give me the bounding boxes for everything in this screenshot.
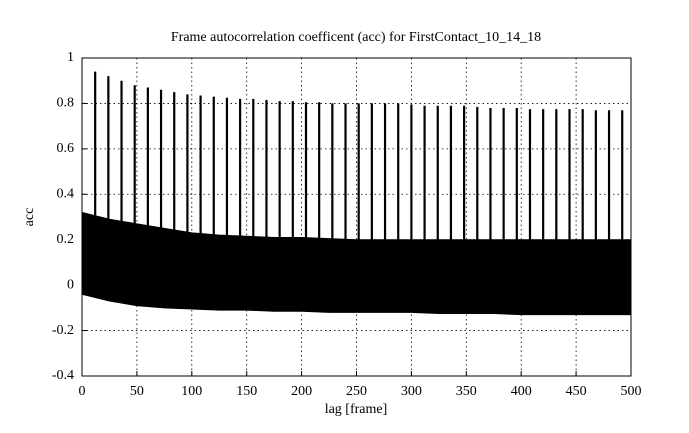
x-tick-label: 150: [236, 384, 257, 399]
x-tick-label: 0: [79, 384, 86, 399]
x-tick-label: 50: [130, 384, 144, 399]
y-tick-label: 0.8: [57, 96, 75, 111]
y-axis-label: acc: [22, 208, 37, 227]
x-tick-label: 100: [181, 384, 202, 399]
plot-frame: [81, 57, 632, 377]
x-tick-label: 450: [566, 384, 587, 399]
x-tick-label: 350: [456, 384, 477, 399]
y-tick-label: 0: [67, 277, 74, 292]
y-tick-label: -0.4: [52, 368, 74, 383]
x-tick-label: 300: [401, 384, 422, 399]
y-tick-label: 0.2: [57, 232, 75, 247]
x-tick-label: 500: [621, 384, 642, 399]
x-tick-label: 250: [346, 384, 367, 399]
y-tick-label: 0.6: [57, 141, 75, 156]
x-tick-label: 400: [511, 384, 532, 399]
x-tick-label: 200: [291, 384, 312, 399]
y-tick-label: 1: [67, 50, 74, 65]
chart-title: Frame autocorrelation coefficent (acc) f…: [171, 30, 541, 45]
x-axis-label: lag [frame]: [325, 402, 388, 417]
y-tick-label: 0.4: [57, 187, 75, 202]
y-tick-label: -0.2: [52, 323, 74, 338]
